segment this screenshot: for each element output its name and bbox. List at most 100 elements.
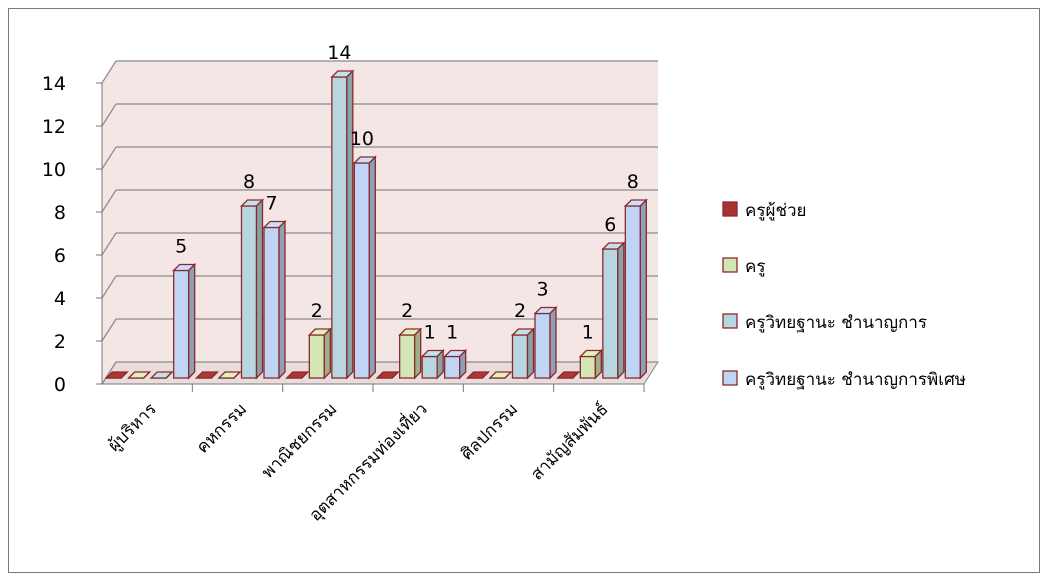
bar-front	[331, 76, 348, 379]
bar	[127, 371, 152, 379]
legend-label: ครูวิทยฐานะ ชำนาญการ	[745, 313, 927, 333]
bar-front	[173, 269, 190, 379]
bar	[578, 348, 603, 380]
bar-front	[240, 205, 258, 379]
bar-side	[301, 371, 309, 379]
bar	[623, 198, 648, 380]
bar-side	[368, 155, 376, 380]
legend-swatch	[722, 201, 738, 217]
bar-side	[233, 371, 241, 379]
gridline-side	[101, 146, 117, 170]
bar	[443, 348, 468, 380]
bar	[420, 348, 445, 380]
bar-front	[602, 248, 619, 379]
bar-side	[414, 327, 422, 380]
axes	[101, 83, 645, 392]
x-axis-label: พาณิชยกรรม	[258, 399, 341, 482]
bar-front	[534, 312, 551, 379]
bar	[307, 327, 332, 380]
bar-side	[617, 241, 625, 380]
data-label: 1	[582, 322, 594, 344]
legend-label: ครู	[745, 257, 766, 277]
bar-side	[549, 305, 557, 380]
bar	[556, 371, 581, 379]
y-tick-label: 12	[42, 116, 66, 138]
data-label: 2	[311, 300, 323, 322]
y-tick-label: 2	[54, 331, 66, 353]
bar	[262, 219, 287, 380]
bar-side	[211, 371, 218, 379]
data-label: 5	[175, 236, 187, 258]
x-axis-label: ศิลปกรรม	[457, 399, 522, 464]
bar-side	[526, 327, 535, 380]
y-tick-label: 0	[54, 374, 66, 396]
gridline-side	[101, 189, 117, 213]
legend-item: ครูวิทยฐานะ ชำนาญการ	[722, 313, 927, 333]
data-label: 14	[327, 42, 351, 64]
bar-front	[444, 355, 461, 379]
bar-front	[421, 355, 438, 379]
gridlines	[101, 60, 658, 385]
gridline-side	[101, 103, 117, 127]
bar	[172, 262, 197, 380]
side-wall	[102, 61, 116, 384]
data-label: 8	[243, 171, 255, 193]
bar-front	[579, 355, 596, 379]
bar	[601, 241, 626, 380]
y-axis-ticks: 0 2 4 6 8 10 12 14	[42, 73, 102, 396]
legend-swatch	[722, 257, 738, 273]
gridline-side	[101, 275, 117, 299]
data-label: 1	[446, 322, 458, 344]
bar	[239, 198, 265, 380]
gridline-side	[101, 60, 117, 84]
data-label: 6	[604, 214, 616, 236]
legend-swatch	[722, 313, 738, 329]
x-axis-labels: ผู้บริหาร คหกรรม พาณิชยกรรมอุตสาหกรรมท่องเ…	[104, 397, 612, 525]
bar-side	[143, 371, 151, 379]
bars	[104, 69, 648, 380]
bar-front	[263, 226, 280, 379]
bar-side	[436, 348, 444, 380]
x-axis-label: สามัญสัมพันธ์	[527, 399, 612, 484]
legend-item: ครูผู้ช่วย	[722, 201, 807, 221]
legend-item: ครูวิทยฐานะ ชำนาญการพิเศษ	[722, 370, 966, 390]
bar	[149, 371, 174, 379]
bar	[465, 371, 491, 379]
bar	[398, 327, 423, 380]
bar	[488, 371, 513, 379]
legend-label: ครูวิทยฐานะ ชำนาญการพิเศษ	[745, 370, 966, 390]
bar-front	[399, 334, 416, 379]
chart-frame: 0 2 4 6 8 10 12 14 5 8 7 2 14 10 2 1 1 2 3 1 6 8 ผู้บริหาร คห…	[8, 8, 1040, 573]
bar	[194, 371, 220, 379]
bar-side	[188, 262, 196, 380]
y-tick-label: 8	[54, 202, 66, 224]
bar-side	[594, 348, 602, 380]
legend-label: ครูผู้ช่วย	[745, 201, 807, 221]
bar-side	[120, 371, 128, 379]
bar-front	[624, 205, 641, 379]
bar	[104, 371, 129, 379]
y-tick-label: 6	[54, 245, 66, 267]
gridline-side	[101, 318, 117, 342]
bar-side	[482, 371, 489, 379]
bar-side	[346, 69, 354, 380]
y-tick-label: 10	[42, 159, 66, 181]
gridline-side	[101, 361, 117, 385]
bar	[352, 155, 377, 380]
bar-side	[278, 219, 286, 380]
bar-side	[639, 198, 647, 380]
bar	[285, 371, 310, 379]
y-tick-label: 14	[42, 73, 66, 95]
bar-side	[255, 198, 264, 380]
bar	[533, 305, 558, 380]
bar-front	[308, 334, 325, 379]
bar	[217, 371, 242, 379]
bar-front	[353, 162, 370, 379]
data-label: 7	[265, 193, 277, 215]
data-label: 2	[514, 300, 526, 322]
data-label: 8	[627, 171, 639, 193]
x-axis-label: คหกรรม	[193, 399, 251, 457]
data-label: 2	[401, 300, 413, 322]
y-tick-label: 4	[54, 288, 66, 310]
